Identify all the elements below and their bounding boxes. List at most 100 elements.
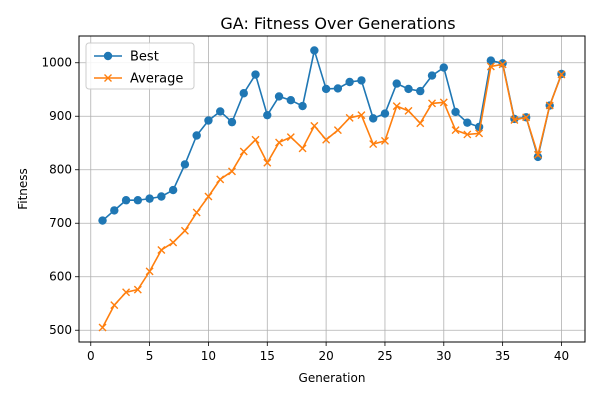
best-point — [121, 196, 131, 205]
best-point — [239, 89, 248, 98]
average-series-line — [101, 63, 563, 328]
y-tick-label: 600 — [49, 270, 72, 284]
average-point — [227, 167, 236, 176]
average-point — [110, 301, 119, 310]
average-point — [498, 60, 507, 69]
average-point — [475, 129, 484, 138]
average-point — [298, 144, 307, 153]
best-point — [145, 194, 154, 203]
best-point — [310, 46, 319, 55]
y-tick-label: 800 — [49, 163, 72, 177]
y-tick-label: 500 — [49, 323, 72, 337]
best-point — [427, 71, 437, 80]
x-axis-label: Generation — [299, 371, 366, 385]
x-tick-label: 40 — [554, 349, 569, 363]
legend-best-marker — [103, 51, 113, 61]
x-tick-label: 5 — [146, 349, 154, 363]
average-point — [392, 102, 401, 111]
legend-best-label: Best — [130, 50, 159, 65]
best-point — [321, 84, 331, 94]
average-point — [310, 121, 319, 130]
x-tick-label: 15 — [260, 349, 275, 363]
legend: Best Average — [85, 42, 195, 90]
average-point — [133, 285, 142, 294]
x-tick-label: 30 — [436, 349, 451, 363]
best-point — [133, 196, 143, 205]
best-point — [263, 110, 272, 120]
average-point — [322, 135, 331, 144]
best-point — [298, 101, 307, 111]
best-point — [192, 131, 201, 140]
average-point — [157, 245, 166, 254]
average-point — [239, 147, 248, 156]
y-axis-label: Fitness — [16, 168, 30, 210]
average-point — [180, 226, 189, 235]
chart-title: GA: Fitness Over Generations — [220, 14, 455, 33]
average-point — [522, 113, 531, 122]
average-point — [533, 150, 542, 159]
best-point — [439, 63, 448, 72]
best-point — [110, 206, 119, 215]
best-point — [333, 84, 343, 93]
average-point — [333, 126, 342, 135]
average-point — [486, 62, 495, 71]
average-point — [510, 115, 519, 124]
best-point — [180, 160, 190, 169]
average-point — [451, 126, 460, 135]
x-tick-label: 25 — [377, 349, 392, 363]
average-point — [286, 133, 295, 142]
best-point — [286, 95, 296, 105]
y-tick-label: 900 — [49, 109, 72, 123]
best-point — [486, 56, 496, 65]
plot-frame — [78, 35, 586, 343]
ticks: 0 5 10 15 20 25 30 35 40 500 600 700 800 900 1000 — [41, 56, 569, 363]
best-point — [416, 86, 425, 96]
best-point — [392, 79, 401, 88]
x-tick-label: 20 — [318, 349, 333, 363]
best-point — [345, 77, 354, 87]
best-point — [227, 117, 237, 127]
best-point — [274, 92, 284, 101]
average-point — [404, 106, 413, 115]
average-point — [145, 267, 154, 276]
best-point — [168, 185, 178, 195]
x-tick-label: 10 — [201, 349, 216, 363]
legend-average-marker — [104, 74, 112, 82]
average-point — [192, 208, 201, 217]
best-point — [98, 216, 107, 225]
average-point — [98, 323, 107, 332]
best-point — [404, 84, 413, 94]
best-point — [157, 192, 166, 201]
best-point — [204, 116, 213, 125]
average-point — [463, 130, 472, 139]
grid — [79, 36, 585, 342]
legend-average-label: Average — [130, 72, 183, 87]
best-series-line — [102, 50, 563, 222]
series-layer — [98, 46, 566, 332]
best-point — [368, 114, 378, 123]
average-point — [263, 158, 272, 167]
average-point — [439, 98, 448, 107]
best-point — [251, 70, 260, 79]
x-tick-label: 35 — [495, 349, 510, 363]
average-point — [357, 111, 366, 120]
y-tick-label: 700 — [49, 216, 72, 230]
average-point — [169, 238, 178, 247]
average-point — [275, 138, 284, 147]
y-tick-label: 1000 — [41, 56, 72, 70]
average-point — [204, 192, 213, 201]
best-point — [216, 107, 225, 116]
best-point — [380, 109, 390, 118]
average-point — [345, 113, 354, 122]
best-point — [451, 107, 460, 117]
average-point — [416, 119, 425, 128]
average-point — [251, 135, 260, 144]
average-point — [216, 175, 225, 184]
average-point — [428, 99, 437, 108]
average-point — [369, 140, 378, 149]
average-point — [545, 101, 554, 110]
best-point — [357, 76, 366, 85]
best-point — [463, 118, 472, 127]
average-point — [380, 136, 389, 145]
